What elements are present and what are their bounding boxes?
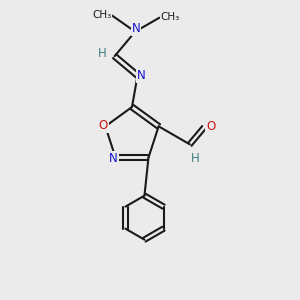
Text: N: N [109,152,118,165]
Text: O: O [99,119,108,132]
Text: CH₃: CH₃ [93,10,112,20]
Text: CH₃: CH₃ [161,12,180,22]
Text: H: H [190,152,199,165]
Text: O: O [206,120,216,133]
Text: H: H [98,47,107,60]
Text: N: N [137,69,146,82]
Text: N: N [132,22,140,35]
